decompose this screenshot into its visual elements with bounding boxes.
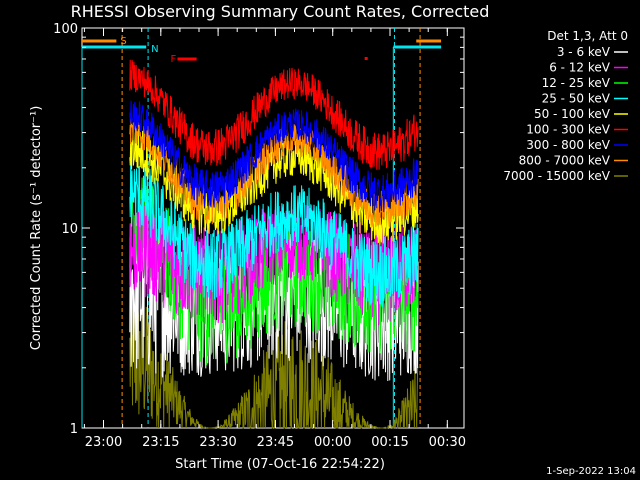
x-tick-label-5: 00:15 (371, 435, 408, 450)
night-label: N (151, 44, 158, 55)
flare-label: F (171, 54, 177, 65)
flare-mark (364, 57, 368, 60)
legend-label-6: 300 - 800 keV (526, 138, 610, 152)
legend-label-2: 12 - 25 keV (542, 76, 611, 90)
x-tick-label-2: 23:30 (199, 435, 236, 450)
legend-label-5: 100 - 300 keV (526, 123, 610, 137)
series-trace-4 (129, 128, 419, 245)
series-trace-3 (129, 162, 419, 308)
saa-label: S (120, 36, 126, 47)
y-tick-label-1: 10 (61, 222, 78, 237)
legend-label-8: 7000 - 15000 keV (503, 169, 610, 183)
x-tick-label-4: 00:00 (314, 435, 351, 450)
legend-label-4: 50 - 100 keV (534, 107, 611, 121)
series-trace-6 (129, 100, 419, 213)
date-stamp: 1-Sep-2022 13:04 (546, 466, 636, 477)
legend-label-7: 800 - 7000 keV (519, 154, 611, 168)
x-tick-label-0: 23:00 (85, 435, 122, 450)
legend-label-0: 3 - 6 keV (557, 45, 611, 59)
data-series (129, 59, 419, 430)
x-tick-label-6: 00:30 (429, 435, 466, 450)
chart-title: RHESSI Observing Summary Count Rates, Co… (71, 2, 490, 21)
series-trace-8 (129, 290, 419, 430)
instrument-flags: S N F (81, 28, 442, 428)
legend-label-1: 6 - 12 keV (549, 61, 611, 75)
series-trace-2 (129, 177, 419, 366)
x-axis-label: Start Time (07-Oct-16 22:54:22) (175, 457, 385, 472)
legend-header: Det 1,3, Att 0 (547, 29, 628, 43)
x-tick-label-1: 23:15 (142, 435, 179, 450)
series-trace-5 (129, 59, 419, 170)
y-axis-label: Corrected Count Rate (s⁻¹ detector⁻¹) (29, 106, 44, 351)
y-tick-label-0: 1 (70, 422, 78, 437)
axes: 23:00 23:15 23:30 23:45 00:00 00:15 00:30 1 10 10… (53, 22, 466, 450)
x-tick-label-3: 23:45 (257, 435, 294, 450)
y-tick-label-2: 100 (53, 22, 78, 37)
legend-label-3: 25 - 50 keV (542, 92, 611, 106)
